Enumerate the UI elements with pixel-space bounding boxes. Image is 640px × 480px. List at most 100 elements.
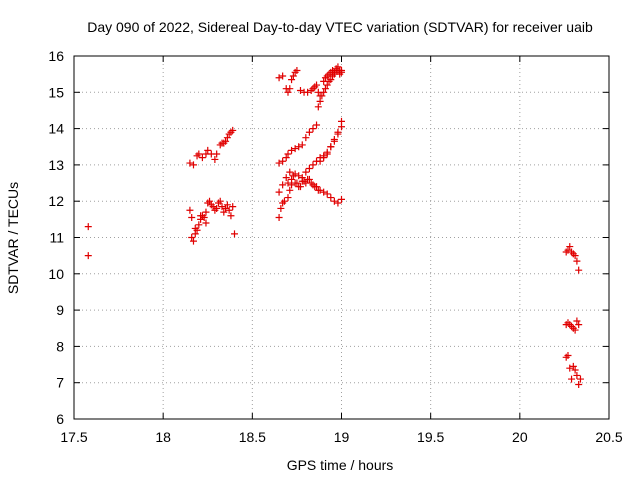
data-point: [284, 194, 292, 202]
data-point: [304, 175, 312, 183]
y-tick-label: 15: [48, 84, 64, 100]
data-point: [316, 154, 324, 162]
axis-ticks: [73, 55, 610, 420]
data-point: [564, 351, 572, 359]
series-arc-202-c: [562, 351, 584, 389]
data-point: [220, 208, 228, 216]
data-point: [330, 68, 338, 76]
data-point: [302, 134, 310, 142]
chart-title: Day 090 of 2022, Sidereal Day-to-day VTE…: [87, 19, 593, 35]
data-point: [571, 366, 579, 374]
y-tick-label: 14: [48, 121, 64, 137]
data-point: [323, 81, 331, 89]
x-tick-label: 20.5: [595, 429, 622, 445]
data-point: [314, 103, 322, 111]
data-point: [231, 230, 238, 238]
data-point: [284, 150, 292, 158]
data-point: [305, 128, 313, 136]
data-point: [302, 168, 310, 176]
data-point: [189, 237, 197, 245]
data-point: [282, 154, 290, 162]
y-tick-label: 11: [49, 230, 64, 246]
x-tick-label: 19: [334, 429, 350, 445]
data-point: [338, 67, 345, 75]
data-point: [293, 67, 301, 75]
y-tick-label: 9: [56, 302, 64, 318]
data-point: [318, 92, 326, 100]
data-point: [575, 321, 583, 329]
data-point: [227, 212, 235, 220]
data-point: [323, 148, 331, 156]
series-arc-18-lower: [186, 197, 238, 245]
data-point: [280, 197, 288, 205]
x-tick-label: 17.5: [60, 429, 87, 445]
data-point: [298, 141, 306, 149]
data-point: [309, 125, 317, 133]
data-point: [307, 179, 315, 187]
series-arc-18-upper: [186, 126, 237, 169]
data-point: [288, 76, 296, 84]
data-point: [214, 199, 222, 207]
data-point: [191, 224, 199, 232]
data-point: [284, 179, 292, 187]
data-point: [311, 183, 319, 191]
data-point: [575, 266, 583, 274]
data-point: [277, 204, 285, 212]
data-point: [279, 199, 287, 207]
data-point: [225, 206, 233, 214]
data-point: [564, 319, 572, 327]
data-point: [291, 170, 299, 178]
series-isolated: [84, 223, 92, 260]
data-point: [569, 250, 577, 258]
data-point: [189, 161, 197, 169]
data-point: [275, 214, 283, 222]
data-point: [296, 183, 304, 191]
data-point: [216, 197, 224, 205]
data-point: [327, 76, 335, 84]
data-point: [222, 137, 230, 145]
data-point: [198, 154, 206, 162]
data-point: [223, 134, 231, 142]
data-point: [300, 177, 308, 185]
data-point: [307, 86, 315, 94]
data-point: [282, 174, 290, 182]
data-point: [562, 353, 570, 361]
data-point: [275, 74, 283, 82]
data-points: [84, 63, 584, 389]
data-point: [321, 74, 329, 82]
data-point: [309, 161, 317, 169]
data-point: [193, 226, 201, 234]
data-point: [225, 130, 233, 138]
data-point: [229, 203, 237, 211]
data-point: [186, 206, 194, 214]
data-point: [213, 150, 221, 158]
y-tick-label: 6: [56, 411, 64, 427]
data-point: [289, 172, 297, 180]
data-point: [575, 381, 583, 389]
data-point: [222, 204, 230, 212]
data-point: [569, 362, 577, 370]
data-point: [323, 190, 331, 198]
data-point: [320, 88, 328, 96]
data-point: [279, 72, 287, 80]
data-point: [336, 70, 344, 78]
data-point: [295, 143, 303, 151]
data-point: [188, 234, 196, 241]
data-point: [576, 375, 584, 383]
data-point: [218, 203, 226, 211]
data-point: [327, 194, 335, 202]
series-arc-187-top: [275, 63, 345, 100]
x-tick-labels: 17.5 18 18.5 19 19.5 20 20.5: [60, 429, 622, 445]
x-tick-label: 19.5: [417, 429, 444, 445]
data-point: [313, 157, 321, 165]
data-point: [334, 199, 342, 207]
data-point: [568, 248, 576, 256]
data-point: [286, 186, 294, 194]
data-point: [284, 88, 292, 96]
data-point: [571, 326, 579, 334]
data-point: [305, 165, 313, 173]
series-arc-187-low-b: [275, 168, 322, 196]
data-point: [320, 152, 328, 160]
data-point: [568, 322, 576, 330]
